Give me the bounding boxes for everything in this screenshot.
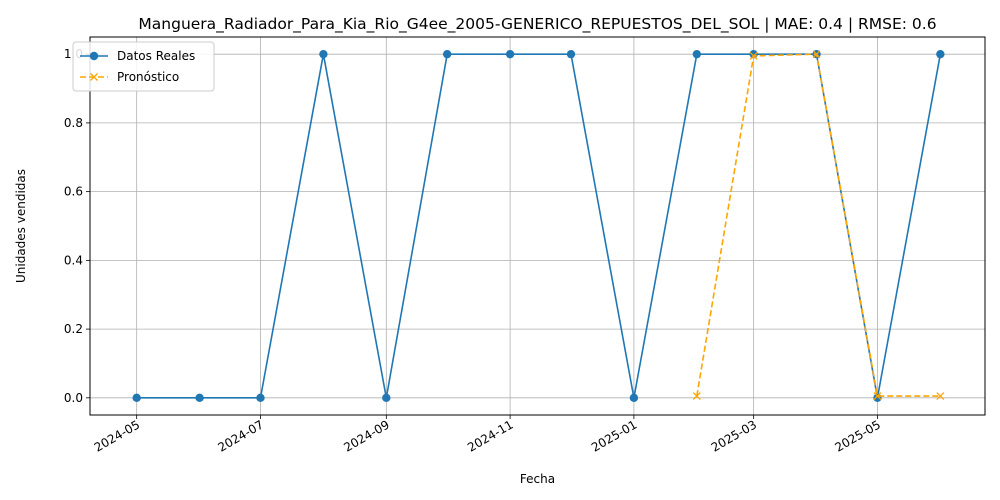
x-tick-label: 2024-09 (341, 417, 391, 454)
data-point (936, 49, 945, 59)
plot-frame (89, 36, 986, 416)
y-tick-label: 0.0 (64, 391, 83, 405)
data-point (195, 393, 204, 403)
y-axis-label: Unidades vendidas (14, 169, 28, 283)
data-point (566, 49, 576, 59)
data-point (319, 49, 328, 59)
data-point (873, 393, 882, 403)
series-line (696, 53, 941, 397)
y-tick-label: 0.8 (64, 116, 83, 130)
data-point (256, 393, 265, 403)
x-axis: 2024-05 2024-07 2024-09 2024-11 2025-01 2025-… (92, 415, 883, 455)
x-tick-label: 2025-03 (709, 417, 759, 454)
data-point (873, 392, 882, 401)
x-tick-label: 2025-01 (589, 417, 639, 454)
data-point (382, 393, 391, 403)
x-tick-label: 2024-07 (216, 417, 266, 454)
legend-marker (90, 73, 98, 81)
x-tick-label: 2025-05 (833, 417, 883, 454)
grid-lines (90, 37, 985, 415)
legend-box (72, 41, 215, 92)
data-point (629, 393, 639, 403)
y-tick-label: 0.4 (64, 253, 83, 267)
series-line (136, 53, 942, 399)
data-point (442, 49, 452, 59)
x-axis-label: Fecha (520, 472, 555, 486)
x-tick-label: 2024-05 (92, 417, 142, 454)
legend: Datos Reales Pronóstico (72, 41, 215, 92)
y-axis: 0.00.20.40.60.81.0 (64, 47, 90, 405)
series-layer (132, 49, 945, 403)
legend-marker (89, 51, 99, 61)
data-point (749, 51, 758, 60)
y-tick-label: 0.6 (64, 185, 83, 199)
data-point (132, 393, 141, 403)
data-point (936, 392, 945, 401)
legend-label: Datos Reales (117, 49, 195, 63)
data-point (692, 392, 701, 401)
data-point (812, 50, 821, 59)
data-point (692, 49, 702, 59)
x-tick-label: 2024-11 (465, 417, 515, 454)
y-tick-label: 0.2 (64, 322, 83, 336)
data-point (505, 49, 515, 59)
legend-label: Pronóstico (117, 70, 179, 84)
chart-title: Manguera_Radiador_Para_Kia_Rio_G4ee_2005… (138, 15, 936, 34)
